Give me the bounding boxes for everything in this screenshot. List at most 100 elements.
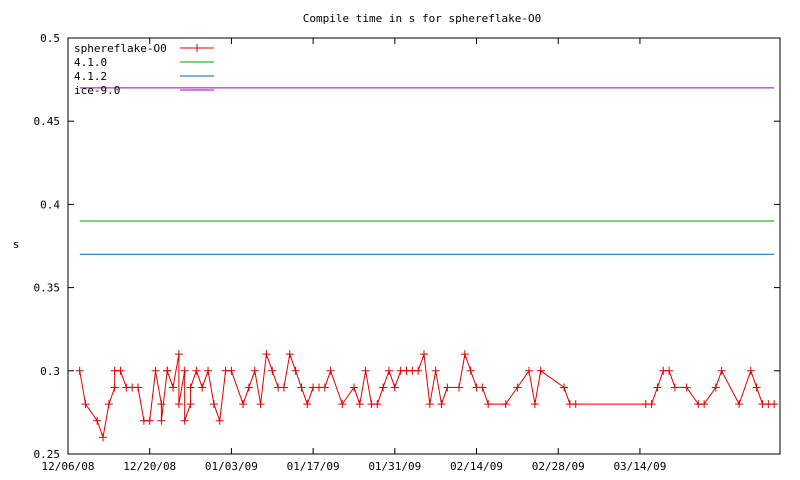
data-point <box>349 383 358 392</box>
data-point <box>443 383 452 392</box>
data-point <box>653 383 662 392</box>
x-tick-label: 01/31/09 <box>368 460 421 473</box>
data-point <box>437 400 446 409</box>
y-tick-label: 0.3 <box>40 365 60 378</box>
data-point <box>379 383 388 392</box>
data-point <box>525 366 534 375</box>
data-point <box>484 400 493 409</box>
data-point <box>513 383 522 392</box>
data-point <box>735 400 744 409</box>
data-point <box>116 366 125 375</box>
series-0 <box>75 350 779 442</box>
data-point <box>250 366 259 375</box>
data-point <box>711 383 720 392</box>
data-point <box>384 366 393 375</box>
x-tick-label: 03/14/09 <box>613 460 666 473</box>
plot-area <box>67 37 781 455</box>
data-point <box>647 400 656 409</box>
x-tick-label: 01/03/09 <box>205 460 258 473</box>
data-point <box>326 366 335 375</box>
data-point <box>227 366 236 375</box>
data-point <box>104 400 113 409</box>
data-point <box>256 400 265 409</box>
data-point <box>355 400 364 409</box>
data-point <box>414 366 423 375</box>
data-point <box>279 383 288 392</box>
x-tick-label: 02/14/09 <box>450 460 503 473</box>
data-point <box>99 433 108 442</box>
y-tick-label: 0.35 <box>34 282 61 295</box>
data-point <box>770 400 779 409</box>
chart-title: Compile time in s for sphereflake-O0 <box>303 12 541 25</box>
data-point <box>180 366 189 375</box>
legend-marker <box>193 44 201 52</box>
data-point <box>81 400 90 409</box>
data-point <box>198 383 207 392</box>
data-point <box>215 416 224 425</box>
data-point <box>145 416 154 425</box>
data-point <box>338 400 347 409</box>
x-tick-label: 01/17/09 <box>287 460 340 473</box>
data-point <box>682 383 691 392</box>
data-point <box>455 383 464 392</box>
data-point <box>169 383 178 392</box>
data-point <box>186 383 195 392</box>
data-point <box>373 400 382 409</box>
y-tick-label: 0.5 <box>40 32 60 45</box>
data-point <box>134 383 143 392</box>
data-point <box>571 400 580 409</box>
data-point <box>530 400 539 409</box>
series-layer <box>75 87 779 442</box>
data-point <box>665 366 674 375</box>
data-point <box>501 400 510 409</box>
data-point <box>262 350 271 359</box>
data-point <box>204 366 213 375</box>
data-point <box>425 400 434 409</box>
data-point <box>186 400 195 409</box>
data-point <box>390 383 399 392</box>
data-point <box>700 400 709 409</box>
y-axis: 0.25 0.3 0.35 0.4 0.45 0.5 <box>34 32 780 461</box>
data-point <box>93 416 102 425</box>
data-point <box>717 366 726 375</box>
data-point <box>192 366 201 375</box>
data-point <box>239 400 248 409</box>
data-point <box>157 416 166 425</box>
data-point <box>536 366 545 375</box>
data-point <box>75 366 84 375</box>
data-point <box>752 383 761 392</box>
data-point <box>268 366 277 375</box>
legend-label: 4.1.0 <box>74 56 107 69</box>
data-point <box>174 400 183 409</box>
y-tick-label: 0.45 <box>34 115 61 128</box>
x-tick-label: 12/06/08 <box>42 460 95 473</box>
data-point <box>420 350 428 359</box>
y-tick-label: 0.25 <box>34 448 61 461</box>
legend-label: sphereflake-O0 <box>74 42 167 55</box>
data-point <box>746 366 755 375</box>
data-point <box>466 366 475 375</box>
data-point <box>361 366 370 375</box>
x-axis: 12/06/08 12/20/08 01/03/09 01/17/09 01/31/09… <box>42 38 666 473</box>
data-point <box>151 366 160 375</box>
x-tick-label: 02/28/09 <box>532 460 585 473</box>
legend-label: ice-9.0 <box>74 84 120 97</box>
series-line <box>79 352 775 440</box>
data-point <box>431 366 440 375</box>
x-tick-label: 12/20/08 <box>123 460 176 473</box>
data-point <box>157 400 166 409</box>
data-point <box>291 366 300 375</box>
data-point <box>303 400 312 409</box>
y-tick-label: 0.4 <box>40 198 60 211</box>
data-point <box>460 350 469 359</box>
data-point <box>320 383 329 392</box>
data-point <box>670 383 679 392</box>
data-point <box>110 383 119 392</box>
data-point <box>478 383 487 392</box>
data-point <box>560 383 569 392</box>
data-point <box>180 416 189 425</box>
data-point <box>285 350 294 359</box>
data-point <box>174 350 183 359</box>
